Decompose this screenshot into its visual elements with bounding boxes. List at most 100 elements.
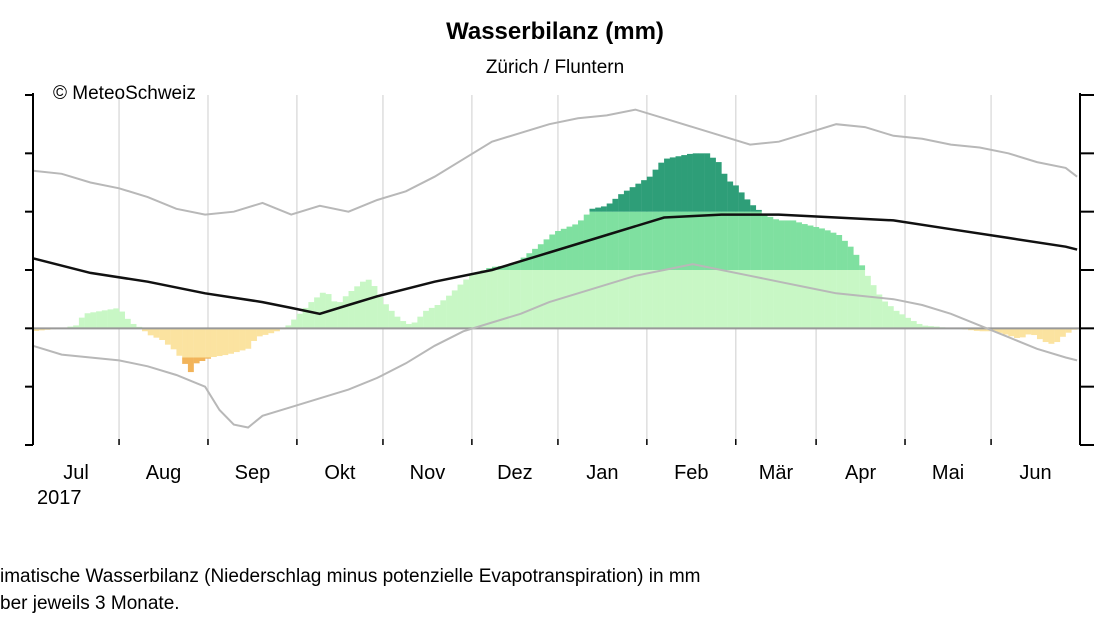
- bar-day-310-seg-0: [922, 325, 929, 329]
- bar-day-242-seg-0: [727, 270, 734, 329]
- bar-day-252-seg-0: [755, 270, 762, 329]
- bar-day-240-seg-0: [721, 270, 728, 329]
- bar-day-342-seg-0: [1014, 328, 1020, 338]
- bar-day-178-seg-0: [543, 270, 550, 329]
- bar-day-150-seg-0: [463, 279, 470, 329]
- bar-day-350-seg-0: [1036, 328, 1043, 340]
- bar-day-114-seg-0: [360, 281, 366, 329]
- bar-day-54-seg-0: [187, 328, 194, 358]
- bar-day-274-seg-0: [818, 270, 825, 329]
- bar-day-54-seg-1: [187, 357, 194, 373]
- bar-day-334-seg-0: [991, 328, 998, 332]
- bar-day-222-seg-0: [669, 270, 676, 329]
- bar-day-220-seg-2: [664, 158, 671, 212]
- bar-day-62-seg-0: [210, 328, 217, 358]
- bar-day-44-seg-0: [159, 328, 166, 340]
- bar-day-244-seg-1: [732, 211, 739, 270]
- bar-day-282-seg-1: [841, 240, 848, 270]
- x-tick-label-10: Mai: [932, 462, 964, 484]
- bar-day-218-seg-1: [658, 211, 665, 270]
- bar-day-76-seg-0: [251, 328, 257, 341]
- bar-day-304-seg-0: [905, 317, 911, 329]
- bar-day-212-seg-2: [641, 180, 648, 212]
- bar-day-30-seg-0: [119, 311, 125, 329]
- bar-day-176-seg-0: [537, 270, 544, 329]
- bar-day-312-seg-0: [927, 326, 934, 329]
- bar-day-218-seg-2: [658, 162, 665, 212]
- bar-day-186-seg-0: [566, 270, 573, 329]
- bar-day-230-seg-2: [692, 153, 699, 212]
- bar-day-14-seg-0: [73, 325, 80, 329]
- bar-day-228-seg-0: [687, 270, 693, 329]
- year-label: 2017: [37, 487, 82, 509]
- bar-day-284-seg-0: [847, 270, 854, 329]
- bar-day-58-seg-0: [199, 328, 206, 358]
- bar-day-200-seg-2: [606, 203, 613, 212]
- bar-day-268-seg-0: [801, 270, 808, 329]
- bar-day-238-seg-0: [715, 270, 722, 329]
- bar-day-248-seg-1: [744, 211, 751, 270]
- bar-day-354-seg-0: [1048, 328, 1055, 344]
- bar-day-280-seg-0: [836, 270, 843, 329]
- bar-day-56-seg-1: [193, 357, 200, 364]
- bar-day-266-seg-0: [796, 270, 802, 329]
- mean-line: [32, 213, 1078, 316]
- bar-day-256-seg-0: [767, 270, 774, 329]
- bar-day-216-seg-2: [652, 169, 659, 212]
- bar-day-16-seg-0: [78, 317, 85, 329]
- bar-day-214-seg-2: [646, 176, 653, 212]
- bar-day-288-seg-1: [859, 265, 866, 270]
- bar-day-168-seg-1: [514, 261, 521, 270]
- bar-day-126-seg-0: [394, 316, 401, 329]
- bar-day-160-seg-0: [491, 270, 498, 329]
- bar-day-2-seg-0: [38, 328, 45, 331]
- bar-day-206-seg-2: [623, 190, 630, 212]
- bar-day-224-seg-2: [675, 156, 682, 212]
- bar-day-60-seg-1: [205, 357, 212, 359]
- bar-day-42-seg-0: [153, 328, 160, 338]
- bar-day-298-seg-0: [887, 306, 894, 329]
- bar-day-212-seg-0: [641, 270, 648, 329]
- bar-day-68-seg-0: [228, 328, 234, 354]
- bar-day-188-seg-1: [572, 224, 579, 270]
- bar-day-244-seg-0: [732, 270, 739, 329]
- bar-day-226-seg-2: [681, 155, 688, 212]
- bar-day-184-seg-0: [560, 270, 567, 329]
- bar-day-58-seg-1: [199, 357, 206, 361]
- bar-day-66-seg-0: [222, 328, 229, 356]
- series-lines: [32, 108, 1080, 429]
- x-tick-label-11: Jun: [1019, 462, 1051, 484]
- bar-day-260-seg-0: [778, 270, 785, 329]
- x-tick-labels: Jul Aug Sep Okt Nov Dez Jan Feb Mär Apr Mai Jun: [63, 462, 1051, 484]
- bar-day-224-seg-1: [675, 211, 682, 270]
- bar-day-106-seg-0: [337, 302, 343, 329]
- x-tick-label-2: Sep: [235, 462, 271, 484]
- bar-day-210-seg-2: [635, 183, 642, 212]
- bar-day-52-seg-1: [182, 357, 189, 364]
- bar-day-20-seg-0: [90, 312, 97, 329]
- x-tick-label-1: Aug: [146, 462, 182, 484]
- bar-day-22-seg-0: [96, 311, 103, 329]
- bar-day-122-seg-0: [382, 304, 389, 329]
- bar-day-212-seg-1: [641, 211, 648, 270]
- bar-day-70-seg-0: [233, 328, 240, 353]
- bar-day-274-seg-1: [818, 228, 825, 270]
- bar-day-162-seg-0: [497, 270, 504, 329]
- bar-day-228-seg-1: [687, 211, 693, 270]
- bar-day-344-seg-0: [1019, 328, 1026, 338]
- bar-day-252-seg-2: [755, 209, 762, 212]
- bar-day-136-seg-0: [423, 310, 430, 329]
- bar-day-204-seg-1: [618, 211, 625, 270]
- bar-day-358-seg-0: [1059, 328, 1066, 337]
- bar-day-356-seg-0: [1054, 328, 1061, 343]
- bar-day-180-seg-0: [549, 270, 556, 329]
- bar-day-164-seg-0: [503, 270, 510, 329]
- bar-day-300-seg-0: [893, 310, 900, 329]
- bar-day-236-seg-2: [709, 157, 716, 212]
- bar-day-104-seg-0: [331, 301, 338, 329]
- bar-day-234-seg-1: [704, 211, 711, 270]
- bar-day-26-seg-0: [107, 309, 114, 329]
- bar-day-90-seg-0: [291, 319, 298, 329]
- bar-day-112-seg-0: [354, 286, 361, 329]
